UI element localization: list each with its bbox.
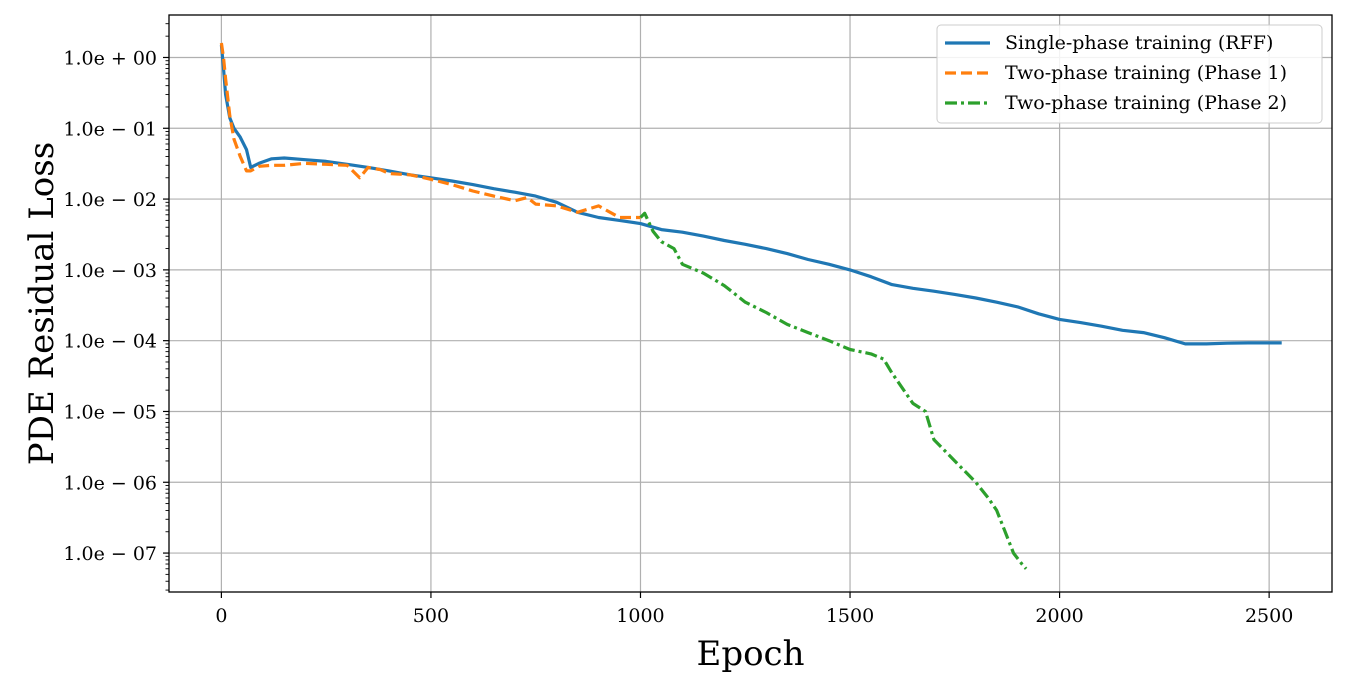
series-line	[639, 211, 1028, 570]
series-lines	[219, 42, 1282, 570]
x-tick-label: 1500	[826, 605, 874, 627]
x-axis-ticks: 0 500 1000 1500 2000 2500	[215, 592, 1293, 627]
legend-box	[936, 24, 1323, 124]
y-tick-label: 1.0e − 03	[63, 260, 157, 282]
x-tick-label: 2500	[1245, 605, 1293, 627]
legend-label: Two-phase training (Phase 1)	[1005, 62, 1287, 84]
y-axis-ticks: 1.0e + 00 1.0e − 01 1.0e − 02 1.0e − 03 1.0e…	[63, 23, 169, 591]
y-tick-label: 1.0e − 07	[63, 543, 157, 565]
legend-label: Two-phase training (Phase 2)	[1005, 92, 1287, 114]
plot-frame	[168, 14, 1333, 593]
x-tick-label: 1000	[616, 605, 664, 627]
y-tick-label: 1.0e − 06	[63, 472, 157, 494]
x-tick-label: 2000	[1035, 605, 1083, 627]
x-tick-label: 0	[215, 605, 227, 627]
y-tick-label: 1.0e − 02	[63, 189, 157, 211]
series-line	[219, 42, 641, 220]
y-tick-label: 1.0e − 04	[63, 331, 157, 353]
y-tick-label: 1.0e − 05	[63, 401, 157, 423]
series-line	[219, 44, 1282, 346]
y-tick-label: 1.0e − 01	[63, 118, 157, 140]
y-tick-label: 1.0e + 00	[63, 47, 157, 69]
y-axis-title: PDE Residual Loss	[22, 142, 62, 465]
x-axis-title: Epoch	[697, 634, 805, 674]
legend-label: Single-phase training (RFF)	[1005, 32, 1273, 54]
x-tick-label: 500	[413, 605, 449, 627]
legend: Single-phase training (RFF) Two-phase tra…	[936, 24, 1323, 124]
